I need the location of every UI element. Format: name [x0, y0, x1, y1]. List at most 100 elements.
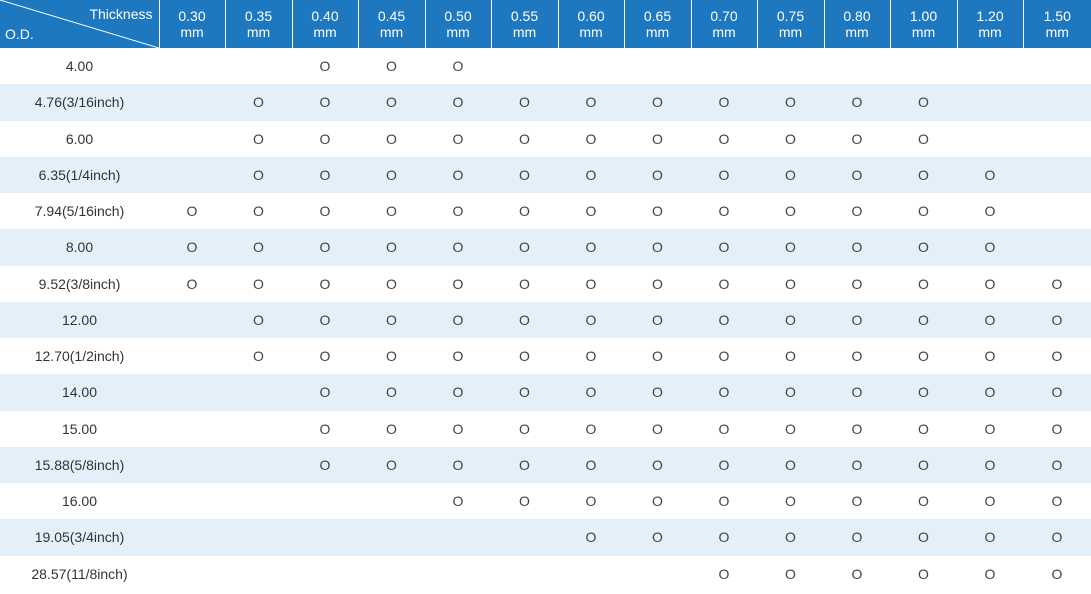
availability-cell: O — [851, 493, 863, 510]
availability-cell — [957, 84, 1023, 121]
availability-cell: O — [691, 446, 757, 483]
thickness-value: 1.00 — [909, 8, 938, 24]
availability-cell: O — [890, 84, 957, 121]
availability-cell: O — [452, 420, 464, 437]
availability-cell: O — [1023, 519, 1091, 556]
availability-cell: O — [386, 420, 397, 437]
availability-cell: O — [691, 301, 757, 338]
availability-cell: O — [452, 493, 464, 510]
availability-cell: O — [691, 519, 757, 556]
od-axis-label: O.D. — [5, 26, 34, 42]
availability-cell: O — [1051, 275, 1063, 292]
table-row: 28.57(11/8inch) O O O O O O — [0, 556, 1091, 592]
thickness-unit: mm — [512, 24, 537, 40]
table-row: 6.35(1/4inch) O O O O O O O O O O O O — [0, 156, 1091, 193]
availability-cell: O — [225, 301, 292, 338]
availability-cell: O — [652, 203, 663, 220]
thickness-value: 0.75 — [776, 8, 805, 24]
availability-cell: O — [624, 446, 691, 483]
availability-cell: O — [452, 203, 464, 220]
availability-cell: O — [358, 446, 425, 483]
thickness-header-cell: 0.70 mm — [690, 0, 757, 48]
availability-cell: O — [1051, 420, 1063, 437]
availability-cell: O — [491, 84, 558, 121]
thickness-unit: mm — [446, 24, 470, 40]
availability-cell: O — [1051, 565, 1063, 582]
availability-cell: O — [851, 565, 863, 582]
availability-cell: O — [358, 229, 425, 266]
availability-cell — [225, 483, 292, 519]
availability-cell — [824, 48, 890, 84]
availability-cell: O — [652, 130, 663, 147]
availability-cell: O — [785, 130, 796, 147]
availability-cell: O — [718, 565, 730, 582]
availability-cell — [558, 556, 624, 592]
thickness-unit: mm — [246, 24, 271, 40]
table-header: Thickness O.D. 0.30 mm 0.35 mm 0.40 mm 0.45 mm 0… — [0, 0, 1091, 48]
table-body: 4.00 O O O 4.76(3/16inch) O O O O O O O O O O O 6.00 O O O O… — [0, 48, 1091, 592]
availability-cell: O — [292, 374, 358, 411]
thickness-unit: mm — [1045, 24, 1069, 40]
availability-cell — [225, 374, 292, 411]
availability-cell: O — [519, 275, 530, 292]
availability-cell: O — [718, 203, 730, 220]
thickness-unit: mm — [978, 24, 1002, 40]
diagonal-divider — [0, 0, 159, 48]
availability-cell — [1023, 48, 1091, 84]
table-row: 16.00 O O O O O O O O O O — [0, 483, 1091, 519]
availability-cell: O — [757, 519, 824, 556]
availability-cell: O — [984, 420, 996, 437]
od-cell: 12.70(1/2inch) — [34, 348, 125, 365]
availability-cell: O — [691, 156, 757, 193]
availability-cell: O — [425, 156, 491, 193]
availability-cell: O — [851, 203, 863, 220]
availability-cell: O — [785, 420, 796, 437]
availability-cell: O — [957, 446, 1023, 483]
availability-cell — [1023, 193, 1091, 229]
availability-cell: O — [491, 374, 558, 411]
availability-cell: O — [918, 130, 929, 147]
thickness-unit: mm — [313, 24, 337, 40]
availability-cell: O — [984, 275, 996, 292]
od-cell: 19.05(3/4inch) — [0, 519, 159, 556]
availability-cell: O — [558, 84, 624, 121]
availability-cell — [491, 519, 558, 556]
availability-cell: O — [558, 374, 624, 411]
availability-cell: O — [292, 156, 358, 193]
thickness-unit: mm — [845, 24, 869, 40]
od-cell: 28.57(11/8inch) — [31, 565, 128, 582]
availability-cell: O — [386, 130, 397, 147]
availability-cell — [159, 483, 225, 519]
table-row: 15.88(5/8inch) O O O O O O O O O O O O — [0, 446, 1091, 483]
availability-cell: O — [890, 374, 957, 411]
availability-cell: O — [824, 446, 890, 483]
thickness-header-cell: 0.55 mm — [490, 0, 558, 48]
availability-cell: O — [186, 275, 198, 292]
availability-cell: O — [824, 301, 890, 338]
availability-cell: O — [386, 275, 397, 292]
thickness-header-cell: 0.35 mm — [224, 0, 292, 48]
availability-cell: O — [785, 493, 796, 510]
table-row: 8.00 O O O O O O O O O O O O O — [0, 229, 1091, 266]
availability-cell — [159, 374, 225, 411]
availability-cell: O — [851, 130, 863, 147]
availability-cell: O — [491, 156, 558, 193]
availability-cell: O — [425, 301, 491, 338]
availability-cell: O — [253, 275, 264, 292]
availability-cell: O — [957, 156, 1023, 193]
availability-cell — [159, 121, 225, 157]
od-cell: 12.00 — [0, 301, 159, 338]
availability-cell — [225, 48, 292, 84]
availability-cell: O — [757, 156, 824, 193]
availability-cell: O — [824, 84, 890, 121]
availability-cell: O — [319, 130, 331, 147]
availability-cell: O — [491, 229, 558, 266]
thickness-axis-label: Thickness — [89, 6, 153, 22]
availability-cell: O — [292, 301, 358, 338]
availability-cell — [491, 556, 558, 592]
availability-cell — [159, 301, 225, 338]
availability-cell: O — [319, 58, 331, 75]
header-row: Thickness O.D. 0.30 mm 0.35 mm 0.40 mm 0.45 mm 0… — [0, 0, 1091, 48]
availability-cell: O — [225, 156, 292, 193]
availability-cell — [1023, 84, 1091, 121]
